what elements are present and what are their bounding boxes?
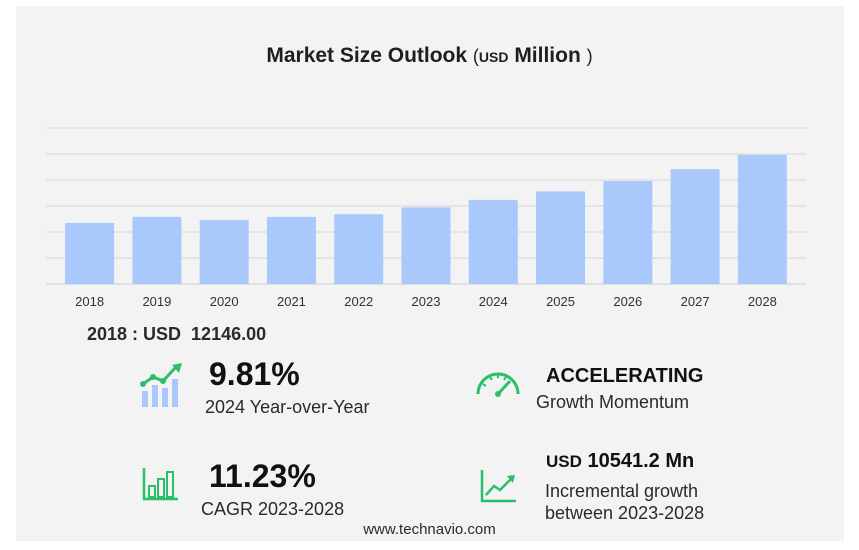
- yoy-label: 2024 Year-over-Year: [205, 397, 370, 417]
- x-tick-label: 2021: [277, 294, 306, 309]
- x-tick-label: 2019: [142, 294, 171, 309]
- speedometer-icon: [476, 372, 520, 397]
- base-label: 2018 : USD: [87, 324, 182, 344]
- momentum-label: Growth Momentum: [536, 392, 690, 412]
- base-year-value: 2018 : USD 12146.00: [87, 324, 266, 345]
- x-tick-label: 2018: [75, 294, 104, 309]
- footer-url: www.technavio.com: [363, 521, 496, 538]
- bar-2027: [670, 169, 720, 284]
- bar-2026: [603, 181, 653, 284]
- incremental-label-line1: Incremental growth: [545, 481, 699, 501]
- line-chart-icon: [480, 470, 516, 503]
- x-tick-label: 2022: [344, 294, 373, 309]
- x-tick-label: 2027: [681, 294, 710, 309]
- bar-chart: 2018 2019 2020 2021 2022 2023 2024 2025 2026 2027…: [46, 127, 806, 309]
- bar-2022: [334, 214, 384, 284]
- x-tick-label: 2020: [210, 294, 239, 309]
- title-paren-close: ): [586, 46, 593, 66]
- bar-chart-icon: [142, 468, 178, 501]
- cagr-label: CAGR 2023-2028: [201, 499, 345, 519]
- x-tick-label: 2024: [479, 294, 508, 309]
- x-tick-label: 2025: [546, 294, 575, 309]
- x-tick-label: 2023: [412, 294, 441, 309]
- x-tick-label: 2028: [748, 294, 777, 309]
- bar-growth-icon: [140, 363, 182, 407]
- bar-2020: [199, 220, 249, 284]
- cagr-value: 11.23%: [209, 458, 316, 494]
- momentum-value: ACCELERATING: [546, 365, 704, 387]
- incremental-value: USD 10541.2 Mn: [546, 450, 694, 473]
- bar-2023: [401, 207, 451, 284]
- base-number: 12146.00: [191, 324, 267, 344]
- incremental-number: 10541.2 Mn: [587, 450, 695, 472]
- title-main: Market Size Outlook: [266, 44, 468, 67]
- bar-2018: [65, 222, 115, 284]
- bar-2028: [737, 154, 787, 284]
- incremental-currency: USD: [546, 452, 582, 471]
- bar-2024: [468, 199, 518, 284]
- incremental-label-line2: between 2023-2028: [545, 503, 705, 523]
- yoy-value: 9.81%: [209, 356, 300, 392]
- bar-2019: [132, 216, 182, 284]
- bar-2021: [266, 216, 316, 284]
- title-paren-open: (: [472, 46, 479, 66]
- title-unit-small: USD: [478, 49, 509, 65]
- x-tick-label: 2026: [613, 294, 642, 309]
- chart-title: Market Size Outlook (USD Million ): [0, 44, 859, 68]
- title-unit-big: Million: [514, 44, 581, 67]
- bar-2025: [536, 191, 586, 284]
